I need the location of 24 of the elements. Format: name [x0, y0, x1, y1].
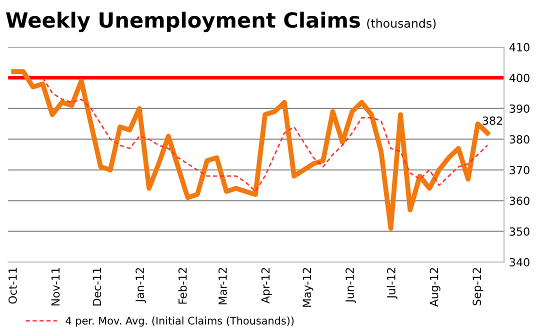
x-tick-label: Aug-12 — [430, 268, 440, 307]
x-tick-label: Feb-12 — [178, 268, 187, 304]
x-tick-label: Apr-12 — [261, 268, 272, 304]
legend-label: 4 per. Mov. Avg. (Initial Claims (Thousands)) — [66, 316, 294, 327]
x-tick-label: May-12 — [302, 268, 314, 307]
y-tick-label: 340 — [510, 258, 530, 266]
x-tick-label: Sep-12 — [472, 268, 484, 306]
chart-title: Weekly Unemployment Claims — [6, 12, 360, 32]
y-tick-label: 400 — [509, 74, 530, 82]
y-tick-label: 390 — [510, 104, 530, 113]
x-tick-label: Jun-12 — [346, 268, 356, 304]
x-tick-label: Nov-11 — [51, 268, 60, 306]
y-tick-label: 410 — [509, 43, 530, 52]
x-tick-label: Jan-12 — [136, 268, 146, 303]
x-tick-label: Dec-11 — [92, 268, 102, 306]
y-tick-label: 350 — [510, 227, 530, 236]
y-tick-label: 370 — [510, 166, 530, 174]
x-tick-label: Jul-12 — [386, 268, 398, 300]
y-tick-label: 360 — [510, 196, 530, 206]
x-tick-label: Oct-11 — [8, 268, 17, 304]
annotation: 382 — [482, 116, 502, 125]
x-tick-label: Mar-12 — [218, 268, 227, 304]
y-tick-label: 380 — [510, 135, 530, 144]
chart-subtitle: (thousands) — [367, 18, 436, 30]
